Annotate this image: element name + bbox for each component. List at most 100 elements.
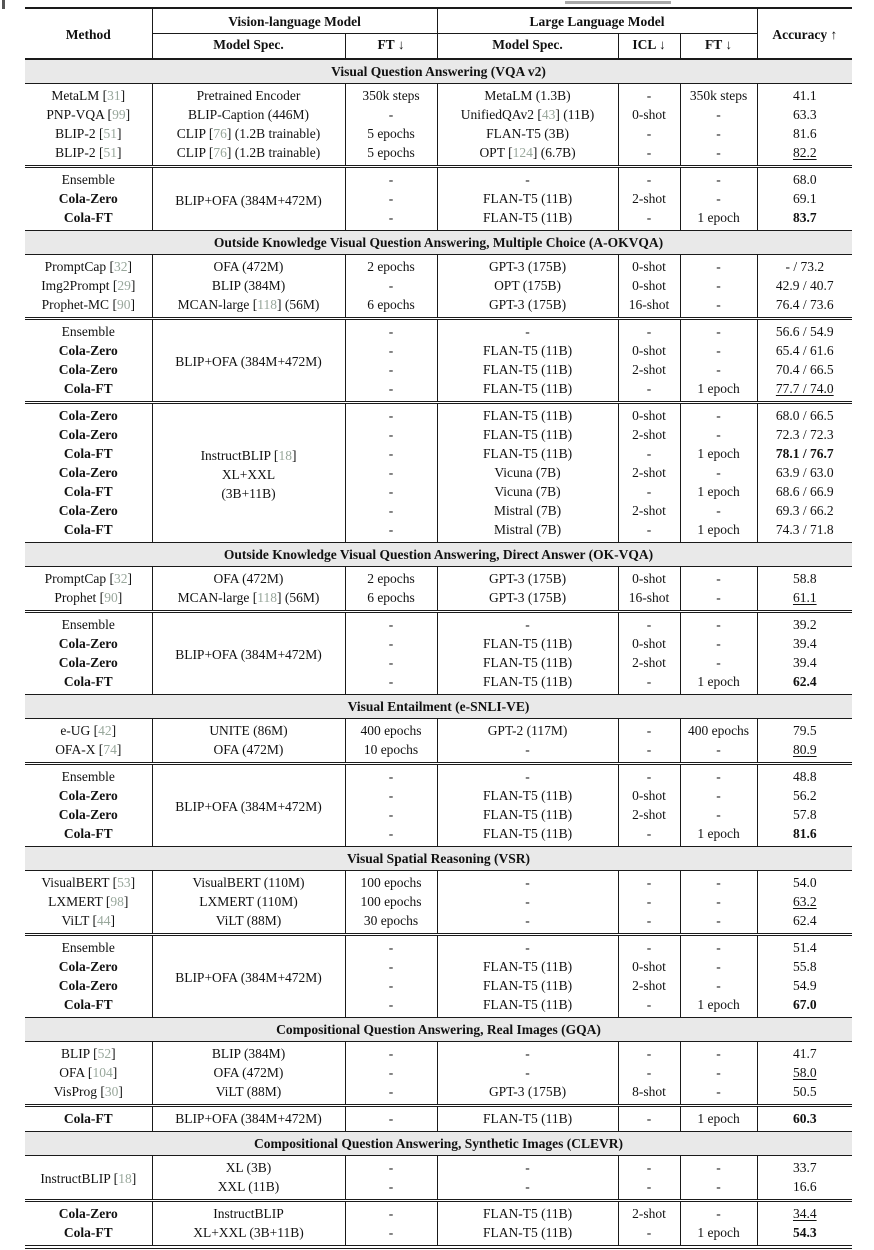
llm-ft-cell: - xyxy=(679,425,758,444)
vlm-ft-cell: - xyxy=(344,995,438,1018)
section-title: Visual Question Answering (VQA v2) xyxy=(25,58,853,84)
method-cell: Cola-Zero xyxy=(58,427,118,442)
icl-cell: - xyxy=(617,482,681,501)
vlm-spec-header: Model Spec. xyxy=(151,33,345,60)
vlm-ft-cell: - xyxy=(344,672,438,695)
llm-ft-cell: - xyxy=(679,740,758,764)
table-row: Cola-FT - FLAN-T5 (11B) -1 epoch 83.7 xyxy=(25,208,853,231)
llm-ft-cell: - xyxy=(679,189,758,208)
accuracy-cell: 33.7 xyxy=(756,1155,853,1177)
icl-cell: 8-shot xyxy=(617,1082,681,1106)
llm-spec-cell: FLAN-T5 (3B) xyxy=(436,124,619,143)
method-cell: Img2Prompt [29] xyxy=(41,278,136,293)
results-table: Method Vision-language Model Large Langu… xyxy=(25,7,853,1249)
accuracy-cell: 58.8 xyxy=(756,566,853,588)
vlm-ft-cell: - xyxy=(344,805,438,824)
accuracy-cell: 41.7 xyxy=(756,1041,853,1063)
citation-ref: 51 xyxy=(103,126,117,141)
citation-ref: 31 xyxy=(107,88,121,103)
llm-spec-cell: FLAN-T5 (11B) xyxy=(436,1199,619,1223)
table-row: Cola-FT BLIP+OFA (384M+472M) - FLAN-T5 (11B… xyxy=(25,1104,853,1132)
llm-spec-cell: - xyxy=(436,892,619,911)
vlm-spec-cell: BLIP+OFA (384M+472M) xyxy=(151,610,345,695)
accuracy-cell: 83.7 xyxy=(756,208,853,231)
llm-spec-cell: FLAN-T5 (11B) xyxy=(436,1223,619,1249)
section-header-row: Compositional Question Answering, Synthe… xyxy=(25,1131,853,1156)
accuracy-cell: 63.3 xyxy=(756,105,853,124)
llm-spec-cell: FLAN-T5 (11B) xyxy=(436,805,619,824)
citation-ref: 76 xyxy=(213,145,227,160)
icl-cell: - xyxy=(617,1041,681,1063)
llm-ft-cell: 1 epoch xyxy=(679,482,758,501)
llm-ft-cell: - xyxy=(679,401,758,425)
llm-spec-cell: FLAN-T5 (11B) xyxy=(436,634,619,653)
method-cell: ViLT [44] xyxy=(61,913,116,928)
table-row: BLIP [52] BLIP (384M) - - - -41.7 xyxy=(25,1041,853,1063)
accuracy-cell: 60.3 xyxy=(756,1104,853,1132)
table-row: Cola-Zero - Vicuna (7B) 2-shot -63.9 / 63.0 xyxy=(25,463,853,482)
vlm-spec-cell: OFA (472M) xyxy=(151,566,345,588)
vlm-ft-cell: - xyxy=(344,425,438,444)
table-row: Cola-FT - FLAN-T5 (11B) -1 epoch 77.7 / 74.0 xyxy=(25,379,853,403)
llm-spec-cell: Vicuna (7B) xyxy=(436,482,619,501)
vlm-group-header: Vision-language Model xyxy=(151,7,438,34)
table-row: e-UG [42] UNITE (86M) 400 epochs GPT-2 (117… xyxy=(25,718,853,740)
llm-ft-cell: - xyxy=(679,805,758,824)
llm-spec-cell: FLAN-T5 (11B) xyxy=(436,824,619,847)
method-cell: Ensemble xyxy=(25,317,152,341)
table-row: Ensemble BLIP+OFA (384M+472M) - - - -48.8 xyxy=(25,762,853,847)
accuracy-cell: 56.2 xyxy=(756,786,853,805)
llm-ft-cell: - xyxy=(679,360,758,379)
accuracy-cell: 81.6 xyxy=(756,824,853,847)
table-row: ViLT [44] ViLT (88M) 30 epochs - - -62.4 xyxy=(25,911,853,935)
section-title: Compositional Question Answering, Synthe… xyxy=(25,1131,853,1156)
method-cell: Cola-Zero xyxy=(25,1199,152,1223)
icl-cell: 16-shot xyxy=(617,588,681,612)
llm-spec-cell: Vicuna (7B) xyxy=(436,463,619,482)
llm-spec-cell: - xyxy=(436,911,619,935)
vlm-ft-cell: 10 epochs xyxy=(344,740,438,764)
icl-cell: - xyxy=(617,1104,681,1132)
section-title: Outside Knowledge Visual Question Answer… xyxy=(25,542,853,567)
accuracy-cell: 34.4 xyxy=(756,1199,853,1223)
section-title: Visual Entailment (e-SNLI-VE) xyxy=(25,694,853,719)
icl-cell: - xyxy=(617,124,681,143)
method-cell: Cola-FT xyxy=(63,997,113,1012)
llm-spec-cell: - xyxy=(436,933,619,957)
table-row: Cola-FT - FLAN-T5 (11B) -1 epoch 62.4 xyxy=(25,672,853,695)
method-cell: PromptCap [32] xyxy=(44,571,132,586)
method-cell: Cola-FT xyxy=(25,1104,152,1132)
vlm-spec-cell: CLIP [76] (1.2B trainable) xyxy=(151,124,345,143)
method-cell: BLIP-2 [51] xyxy=(55,145,122,160)
accuracy-cell: 54.3 xyxy=(756,1223,853,1249)
citation-ref: 90 xyxy=(104,590,118,605)
llm-spec-cell: GPT-2 (117M) xyxy=(436,718,619,740)
method-cell: Cola-Zero xyxy=(58,362,118,377)
table-row: Cola-Zero - FLAN-T5 (11B) 0-shot -56.2 xyxy=(25,786,853,805)
llm-spec-cell: FLAN-T5 (11B) xyxy=(436,995,619,1018)
icl-cell: 2-shot xyxy=(617,189,681,208)
vlm-spec-cell: BLIP+OFA (384M+472M) xyxy=(151,317,345,403)
method-cell: Ensemble xyxy=(25,610,152,634)
method-cell: Cola-FT xyxy=(25,1223,152,1249)
citation-ref: 43 xyxy=(541,107,556,122)
vlm-spec-cell: MCAN-large [118] (56M) xyxy=(151,295,345,319)
citation-ref: 99 xyxy=(112,107,126,122)
icl-cell: - xyxy=(617,208,681,231)
accuracy-cell: 54.9 xyxy=(756,976,853,995)
llm-ft-cell: 1 epoch xyxy=(679,824,758,847)
method-cell: VisualBERT [53] xyxy=(41,875,136,890)
table-row: VisProg [30] ViLT (88M) - GPT-3 (175B) 8-sho… xyxy=(25,1082,853,1106)
table-row: Cola-Zero - Mistral (7B) 2-shot -69.3 / 66.2 xyxy=(25,501,853,520)
vlm-spec-cell: XL (3B) xyxy=(151,1155,345,1177)
llm-ft-cell: - xyxy=(679,1155,758,1177)
citation-ref: 118 xyxy=(257,590,277,605)
icl-cell: - xyxy=(617,672,681,695)
llm-ft-cell: - xyxy=(679,143,758,167)
method-cell: Cola-Zero xyxy=(58,788,118,803)
accuracy-cell: 56.6 / 54.9 xyxy=(756,317,853,341)
icl-cell: - xyxy=(617,610,681,634)
method-cell: Cola-FT xyxy=(63,484,113,499)
accuracy-cell: 51.4 xyxy=(756,933,853,957)
accuracy-cell: 69.1 xyxy=(756,189,853,208)
